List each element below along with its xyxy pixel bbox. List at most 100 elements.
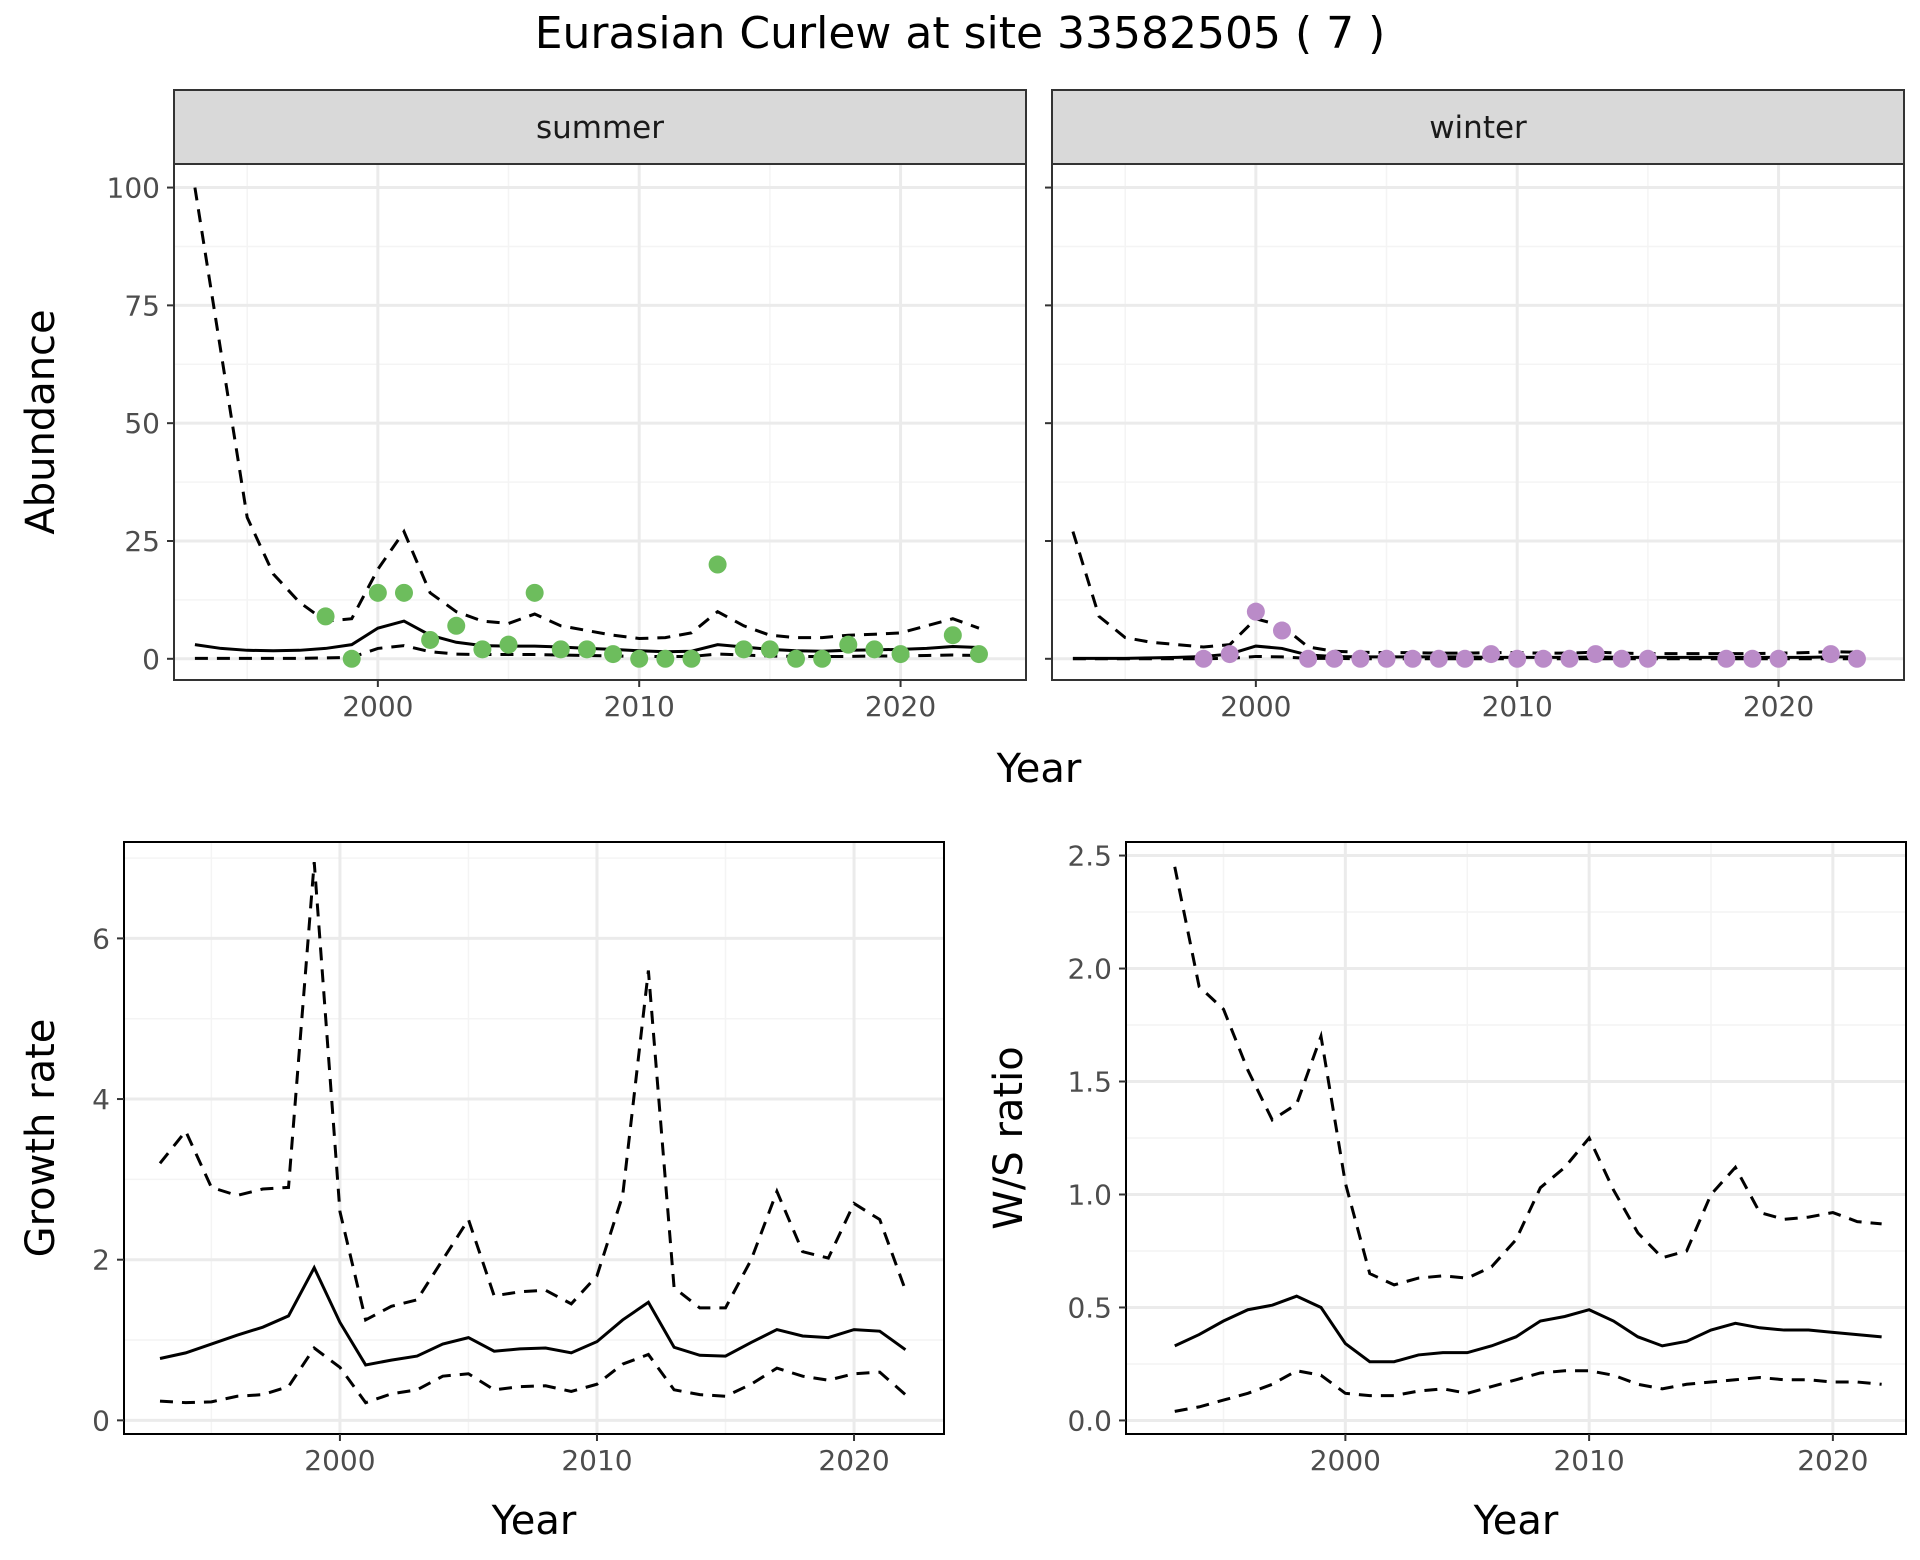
x-tick-label: 2020 bbox=[1797, 1444, 1868, 1477]
observed-point bbox=[1821, 645, 1840, 664]
x-tick-label: 2020 bbox=[818, 1444, 889, 1477]
x-tick-label: 2000 bbox=[1310, 1444, 1381, 1477]
observed-point bbox=[577, 640, 596, 659]
x-tick-label: 2000 bbox=[304, 1444, 375, 1477]
observed-point bbox=[604, 645, 623, 664]
x-tick-label: 2020 bbox=[1743, 690, 1814, 723]
y-tick-label: 1.0 bbox=[1067, 1178, 1112, 1211]
observed-point bbox=[760, 640, 779, 659]
facet-strip-label: winter bbox=[1429, 110, 1527, 146]
x-axis-title: Year bbox=[996, 746, 1082, 792]
x-tick-label: 2000 bbox=[342, 690, 413, 723]
observed-point bbox=[525, 583, 544, 602]
observed-point bbox=[1299, 649, 1318, 668]
observed-point bbox=[813, 649, 832, 668]
observed-point bbox=[891, 645, 910, 664]
y-tick-label: 75 bbox=[124, 289, 160, 322]
observed-point bbox=[787, 649, 806, 668]
observed-point bbox=[1717, 649, 1736, 668]
observed-point bbox=[473, 640, 492, 659]
observed-point bbox=[1508, 649, 1527, 668]
y-tick-label: 2 bbox=[92, 1244, 110, 1277]
x-tick-label: 2010 bbox=[561, 1444, 632, 1477]
observed-point bbox=[1586, 645, 1605, 664]
observed-point bbox=[421, 630, 440, 649]
observed-point bbox=[1194, 649, 1213, 668]
y-axis-title: Growth rate bbox=[18, 1019, 64, 1258]
observed-point bbox=[708, 555, 727, 574]
y-tick-label: 0.0 bbox=[1067, 1404, 1112, 1437]
observed-point bbox=[1220, 645, 1239, 664]
observed-point bbox=[1482, 645, 1501, 664]
observed-point bbox=[394, 583, 413, 602]
upper-bound-line bbox=[1071, 531, 1857, 656]
abundance-chart: summer 2000 2010 2020 0 25 50 75 100 winter 2000 20… bbox=[18, 89, 1905, 792]
observed-point bbox=[1534, 649, 1553, 668]
observed-point bbox=[943, 626, 962, 645]
observed-point bbox=[865, 640, 884, 659]
facet-strip bbox=[1051, 89, 1905, 165]
observed-point bbox=[656, 649, 675, 668]
observed-point bbox=[342, 649, 361, 668]
observed-point bbox=[1769, 649, 1788, 668]
x-tick-label: 2020 bbox=[865, 690, 936, 723]
panel-background bbox=[124, 842, 944, 1434]
observed-point bbox=[734, 640, 753, 659]
x-tick-label: 2010 bbox=[1482, 690, 1553, 723]
observed-point bbox=[682, 649, 701, 668]
mean-line bbox=[1174, 1294, 1882, 1364]
y-axis-title: W/S ratio bbox=[986, 1046, 1032, 1229]
panel-border bbox=[123, 841, 945, 1435]
x-tick-label: 2010 bbox=[1553, 1444, 1624, 1477]
y-tick-label: 2.0 bbox=[1067, 953, 1112, 986]
observed-point bbox=[1847, 649, 1866, 668]
observed-point bbox=[839, 635, 858, 654]
observed-point bbox=[1638, 649, 1657, 668]
x-axis-title: Year bbox=[491, 1498, 577, 1544]
observed-point bbox=[316, 607, 335, 626]
observed-point bbox=[1743, 649, 1762, 668]
observed-point bbox=[368, 583, 387, 602]
y-tick-label: 0.5 bbox=[1067, 1291, 1112, 1324]
panel-summer: summer 2000 2010 2020 0 25 50 75 100 bbox=[107, 89, 1027, 723]
y-tick-label: 1.5 bbox=[1067, 1066, 1112, 1099]
upper-bound-line bbox=[158, 861, 907, 1323]
panel-winter: winter 2000 2010 2020 bbox=[1045, 89, 1905, 723]
y-tick-label: 6 bbox=[92, 922, 110, 955]
observed-point bbox=[1612, 649, 1631, 668]
observed-point bbox=[499, 635, 518, 654]
facet-strip bbox=[173, 89, 1027, 165]
mean-line bbox=[159, 1264, 907, 1367]
main-title: Eurasian Curlew at site 33582505 ( 7 ) bbox=[535, 8, 1386, 59]
facet-strip-label: summer bbox=[536, 110, 664, 146]
observed-point bbox=[1272, 621, 1291, 640]
y-tick-label: 50 bbox=[124, 407, 160, 440]
observed-point bbox=[1351, 649, 1370, 668]
panel-border bbox=[1125, 841, 1907, 1435]
observed-point bbox=[1455, 649, 1474, 668]
observed-point bbox=[447, 616, 466, 635]
y-tick-label: 0 bbox=[142, 643, 160, 676]
growth-rate-chart: 2000 2010 2020 0 2 4 6 Year Growth rate bbox=[18, 841, 945, 1544]
y-tick-label: 100 bbox=[107, 172, 160, 205]
y-axis-title: Abundance bbox=[18, 309, 64, 534]
observed-point bbox=[1429, 649, 1448, 668]
x-axis-title: Year bbox=[1473, 1498, 1559, 1544]
observed-point bbox=[551, 640, 570, 659]
y-tick-label: 0 bbox=[92, 1404, 110, 1437]
observed-point bbox=[1403, 649, 1422, 668]
y-tick-label: 2.5 bbox=[1067, 840, 1112, 873]
lower-bound-line bbox=[159, 1345, 907, 1405]
upper-bound-line bbox=[1173, 866, 1882, 1287]
observed-point bbox=[1560, 649, 1579, 668]
x-tick-label: 2010 bbox=[604, 690, 675, 723]
observed-point bbox=[1246, 602, 1265, 621]
observed-point bbox=[630, 649, 649, 668]
observed-point bbox=[1377, 649, 1396, 668]
observed-point bbox=[969, 645, 988, 664]
y-tick-label: 4 bbox=[92, 1083, 110, 1116]
ws-ratio-chart: 2000 2010 2020 0.0 0.5 1.0 1.5 2.0 2.5 Year W/S ra… bbox=[986, 840, 1907, 1544]
observed-point bbox=[1325, 649, 1344, 668]
y-tick-label: 25 bbox=[124, 525, 160, 558]
